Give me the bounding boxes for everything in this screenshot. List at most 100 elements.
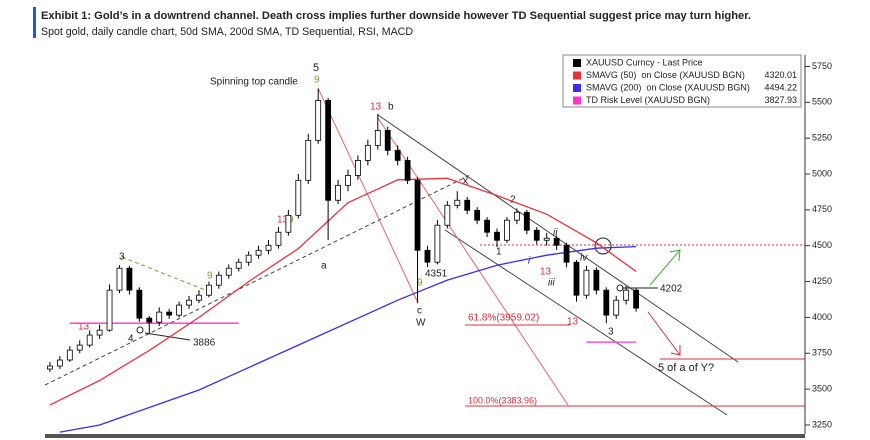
candle-body xyxy=(325,100,332,201)
y-tick-label: 3250 xyxy=(812,419,832,429)
up-arrow xyxy=(649,249,681,286)
annotation: iii xyxy=(548,278,555,289)
legend-swatch xyxy=(573,84,581,92)
pointer-dot xyxy=(136,326,144,334)
y-tick-label: 3500 xyxy=(812,383,832,393)
candle-body xyxy=(275,231,282,246)
candle-body xyxy=(583,269,590,296)
candle-body xyxy=(96,329,103,336)
y-tick-label: 4250 xyxy=(812,276,832,286)
candle-body xyxy=(464,199,471,211)
legend-label: TD Risk Level (XAUUSD BGN) xyxy=(586,95,710,105)
candle-body xyxy=(136,289,143,319)
candle-body xyxy=(504,219,510,241)
annotation: 9 xyxy=(207,271,213,282)
legend-label: SMAVG (50) on Close (XAUUSD BGN) xyxy=(586,70,745,80)
candle-body xyxy=(374,130,381,146)
annotation: 9 xyxy=(417,278,423,289)
annotation-lines xyxy=(44,55,806,438)
candle-body xyxy=(494,231,500,241)
candle-body xyxy=(613,299,620,316)
candle-body xyxy=(603,289,610,316)
candle-body xyxy=(305,139,312,181)
candle-body xyxy=(56,359,63,367)
candle-body xyxy=(255,249,262,256)
candle-body xyxy=(394,149,401,161)
candle-body xyxy=(285,214,292,233)
candle-body xyxy=(623,289,630,301)
candle-body xyxy=(543,237,550,241)
candle-body xyxy=(76,344,83,351)
candle-body xyxy=(474,209,481,221)
y-tick-label: 4750 xyxy=(812,204,832,214)
legend-box xyxy=(562,54,802,108)
annotation: 4351 xyxy=(425,269,448,280)
annotation: 3 xyxy=(608,327,614,338)
annotation: 100.0%(3383.96) xyxy=(468,395,537,405)
candle-body xyxy=(106,289,113,331)
candle-body xyxy=(404,159,411,181)
annotation: 61.8%(3959.02) xyxy=(468,313,539,324)
annotation: 3 xyxy=(119,252,125,263)
y-tick-label: 5750 xyxy=(812,61,832,71)
wave-line xyxy=(317,87,419,304)
y-tick-label: 4000 xyxy=(812,312,832,322)
candle-body xyxy=(364,144,371,161)
legend-value: 3827.93 xyxy=(764,95,797,105)
pointer-dot xyxy=(616,284,624,292)
cross-circle xyxy=(594,237,612,255)
candle-body xyxy=(86,334,93,346)
legend-label: SMAVG (200) on Close (XAUUSD BGN) xyxy=(586,82,750,92)
x-axis-bar xyxy=(45,434,805,438)
legend: XAUUSD Curncy - Last Price SMAVG (50) on … xyxy=(562,54,802,108)
y-tick-label: 4500 xyxy=(812,240,832,250)
candle-body xyxy=(593,269,600,291)
down-arrow xyxy=(647,311,681,356)
candle-body xyxy=(414,179,421,251)
legend-value: 4494.22 xyxy=(764,82,797,92)
candle-body xyxy=(454,199,461,206)
annotations: Spinning top candle 5 9 13 b 3 9 13 4 38… xyxy=(78,62,714,405)
candle-body xyxy=(355,159,361,176)
candle-body xyxy=(166,311,173,316)
annotation: 4202 xyxy=(660,284,683,295)
annotation: 13 xyxy=(567,317,579,328)
annotation: X xyxy=(462,177,469,188)
annotation: 5 of a of Y? xyxy=(658,362,714,374)
candle-body xyxy=(176,304,182,316)
legend-value: 4320.01 xyxy=(764,70,797,80)
candle-body xyxy=(146,317,153,323)
candle-body xyxy=(66,349,73,361)
candle-body xyxy=(295,179,302,216)
annotation: 4 xyxy=(128,334,134,345)
candle-body xyxy=(335,184,341,201)
candle-body xyxy=(633,289,640,309)
legend-swatch xyxy=(573,59,581,67)
line-series xyxy=(49,177,637,406)
candle-body xyxy=(484,219,490,233)
annotation: a xyxy=(321,261,327,272)
legend-label: XAUUSD Curncy - Last Price xyxy=(586,57,703,67)
candle-body xyxy=(196,294,202,301)
candle-body xyxy=(384,130,391,151)
candle-body xyxy=(205,284,212,296)
annotation: 9 xyxy=(314,75,320,86)
legend-swatch xyxy=(573,96,581,105)
trend-line xyxy=(121,256,206,291)
candle-body xyxy=(444,204,451,226)
channel-line xyxy=(444,229,728,416)
chart-title: Exhibit 1: Gold’s in a downtrend channel… xyxy=(41,10,751,22)
legend-swatch xyxy=(573,71,581,80)
annotation: 13 xyxy=(277,215,289,226)
candle-body xyxy=(265,244,272,251)
candle-body xyxy=(156,311,163,323)
annotation: W xyxy=(416,318,426,329)
candle-body xyxy=(434,224,441,263)
candle-body xyxy=(315,100,322,141)
annotation: 3886 xyxy=(193,338,216,349)
annotation: 1 xyxy=(496,247,502,258)
candle-body xyxy=(186,299,192,306)
line-series xyxy=(59,245,637,433)
